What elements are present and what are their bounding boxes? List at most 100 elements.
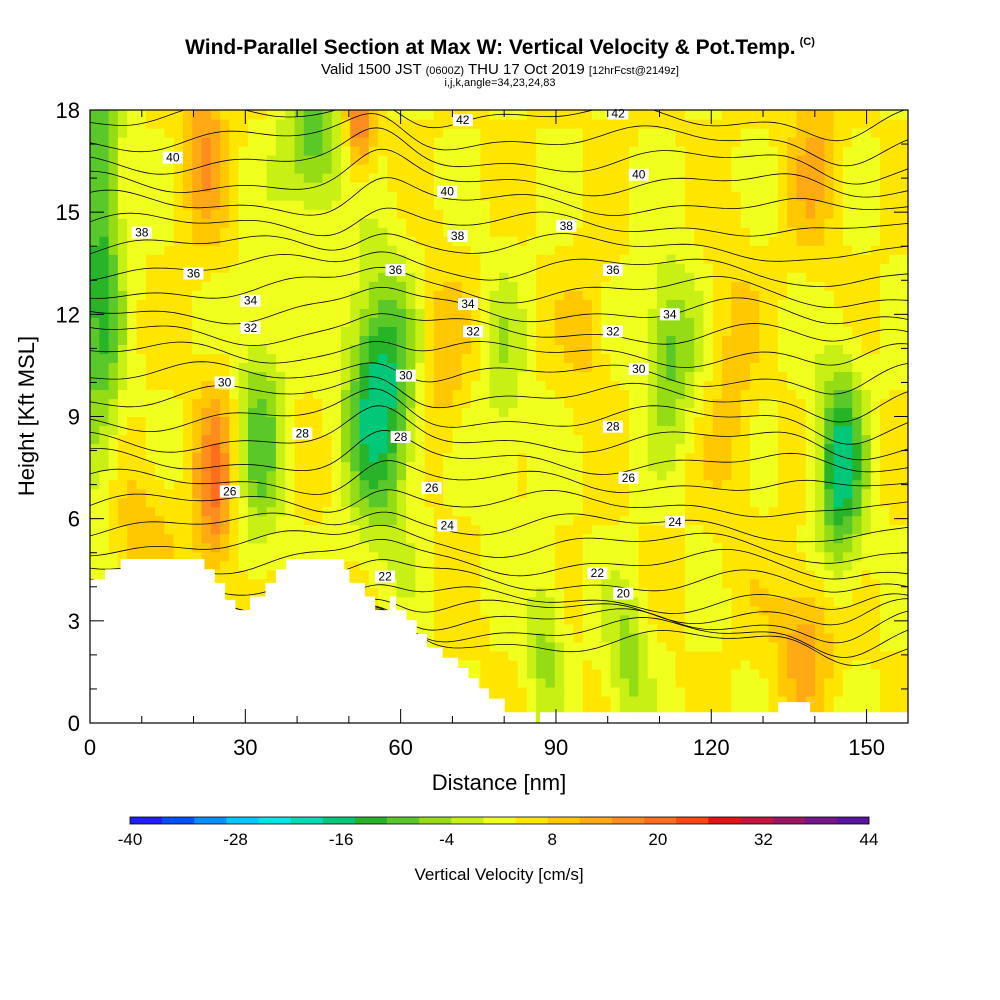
field-cell <box>591 695 602 706</box>
field-cell <box>90 353 100 364</box>
field-cell <box>694 533 705 544</box>
field-cell <box>712 488 723 499</box>
field-cell <box>303 497 314 508</box>
field-cell <box>657 587 667 598</box>
field-cell <box>554 146 565 156</box>
field-cell <box>117 461 128 472</box>
field-cell <box>248 137 258 147</box>
field-cell <box>127 452 138 463</box>
field-cell <box>545 515 556 526</box>
field-cell <box>582 542 593 553</box>
field-cell <box>266 407 277 418</box>
field-cell <box>684 263 695 273</box>
field-cell <box>480 299 491 309</box>
field-cell <box>192 524 203 535</box>
field-cell <box>610 200 621 210</box>
field-cell <box>210 164 221 174</box>
field-cell <box>666 650 677 661</box>
field-cell <box>461 560 472 571</box>
field-cell <box>108 425 119 436</box>
field-cell <box>443 317 454 327</box>
field-cell <box>229 128 240 138</box>
field-cell <box>684 110 695 120</box>
field-cell <box>257 389 268 400</box>
field-cell <box>229 407 240 418</box>
field-cell <box>536 146 547 156</box>
field-cell <box>313 119 323 129</box>
field-cell <box>759 137 770 147</box>
field-cell <box>322 515 333 526</box>
field-cell <box>90 263 100 273</box>
field-cell <box>350 479 361 490</box>
field-cell <box>182 353 193 364</box>
field-cell <box>647 641 658 652</box>
field-cell <box>340 407 351 418</box>
field-cell <box>220 479 231 490</box>
field-cell <box>229 425 240 436</box>
field-cell <box>294 182 305 192</box>
field-cell <box>108 353 119 364</box>
field-cell <box>731 479 742 490</box>
field-cell <box>564 569 574 580</box>
field-cell <box>591 461 602 472</box>
field-cell <box>573 389 584 400</box>
field-cell <box>564 686 574 697</box>
field-cell <box>266 128 277 138</box>
field-cell <box>582 425 593 436</box>
field-cell <box>359 533 370 544</box>
field-cell <box>173 182 184 192</box>
field-cell <box>368 209 379 219</box>
field-cell <box>433 380 444 391</box>
field-cell <box>554 164 565 174</box>
field-cell <box>731 668 742 679</box>
field-cell <box>424 578 435 589</box>
field-cell <box>266 335 277 345</box>
field-cell <box>694 416 705 427</box>
field-cell <box>759 380 770 391</box>
field-cell <box>340 128 351 138</box>
field-cell <box>424 614 435 625</box>
field-cell <box>480 677 491 688</box>
field-cell <box>480 578 491 589</box>
field-cell <box>703 470 714 481</box>
field-cell <box>740 290 751 300</box>
field-cell <box>545 317 556 327</box>
field-cell <box>340 497 351 508</box>
field-cell <box>145 173 156 183</box>
field-cell <box>526 479 537 490</box>
field-cell <box>703 452 714 463</box>
field-cell <box>350 218 361 228</box>
field-cell <box>601 290 612 300</box>
field-cell <box>768 695 779 706</box>
field-cell <box>657 641 667 652</box>
field-cell <box>573 344 584 354</box>
field-cell <box>145 371 156 382</box>
field-cell <box>378 434 389 445</box>
field-cell <box>229 218 240 228</box>
field-cell <box>657 236 667 246</box>
field-cell <box>461 425 472 436</box>
field-cell <box>703 506 714 517</box>
field-cell <box>117 290 128 300</box>
field-cell <box>443 614 454 625</box>
field-cell <box>136 272 147 282</box>
field-cell <box>136 164 147 174</box>
field-cell <box>694 614 705 625</box>
field-cell <box>229 299 240 309</box>
field-cell <box>666 668 677 679</box>
field-cell <box>192 416 203 427</box>
field-cell <box>275 137 286 147</box>
field-cell <box>294 407 305 418</box>
field-cell <box>145 488 156 499</box>
field-cell <box>173 515 184 526</box>
field-cell <box>619 632 630 643</box>
field-cell <box>350 272 361 282</box>
field-cell <box>424 353 435 364</box>
grid-indices: i,j,k,angle=34,23,24,83 <box>444 77 556 89</box>
field-cell <box>638 623 649 634</box>
field-cell <box>415 155 426 165</box>
field-cell <box>573 137 584 147</box>
field-cell <box>90 506 100 517</box>
field-cell <box>182 317 193 327</box>
field-cell <box>749 209 760 219</box>
